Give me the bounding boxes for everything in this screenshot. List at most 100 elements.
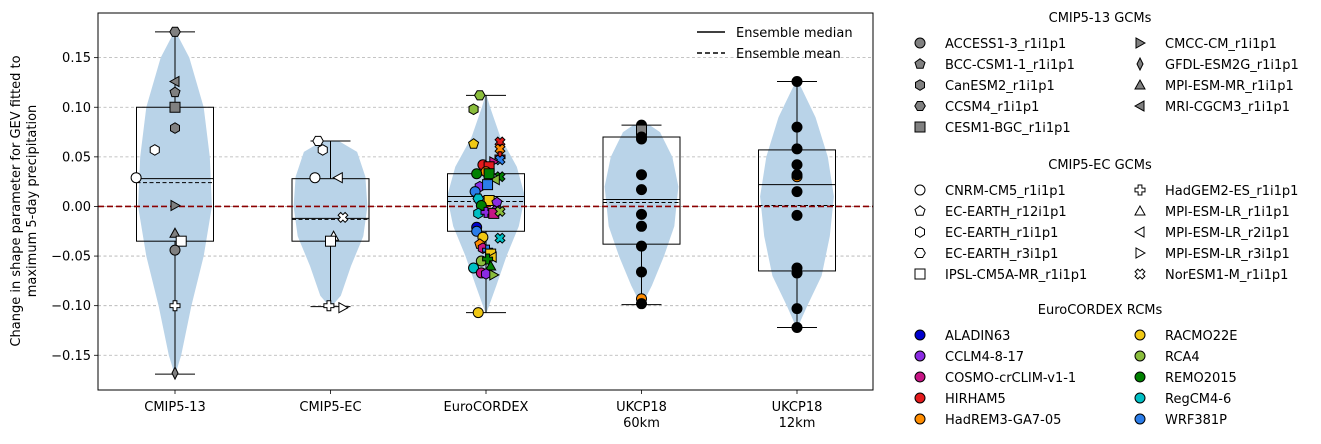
- line-legend-label: Ensemble mean: [736, 47, 841, 62]
- data-point: [325, 235, 336, 247]
- legend-label: CCLM4-8-17: [945, 350, 1024, 365]
- legend-marker: [914, 58, 926, 69]
- legend-marker: [914, 371, 926, 383]
- legend-label: CMCC-CM_r1i1p1: [1165, 37, 1277, 52]
- legend-group-title: CMIP5-EC GCMs: [1048, 158, 1152, 173]
- data-point: [168, 75, 180, 88]
- legend-marker: [1134, 204, 1146, 216]
- legend-label: MPI-ESM-MR_r1i1p1: [1165, 79, 1294, 94]
- legend-label: ACCESS1-3_r1i1p1: [945, 37, 1066, 52]
- legend-label: NorESM1-M_r1i1p1: [1165, 268, 1288, 283]
- data-point: [169, 227, 181, 238]
- x-axis: CMIP5-13 CMIP5-EC EuroCORDEX UKCP1860kmUKCP…: [144, 390, 822, 431]
- legend-marker: [1134, 78, 1146, 90]
- legend-marker: [914, 205, 926, 216]
- marker-legend: CMIP5-13 GCMs ACCESS1-3_r1i1p1 BCC-CSM1-1_…: [914, 11, 1299, 428]
- x-tick-label: CMIP5-13: [144, 400, 205, 415]
- data-point: [489, 173, 500, 186]
- data-point: [169, 101, 181, 113]
- data-point: [636, 266, 647, 278]
- legend-label: GFDL-ESM2G_r1i1p1: [1165, 58, 1299, 73]
- legend-label: EC-EARTH_r3i1p1: [945, 247, 1058, 262]
- data-point: [494, 232, 506, 244]
- data-point: [636, 208, 647, 220]
- data-point: [489, 269, 500, 281]
- data-point: [472, 307, 484, 319]
- legend-label: RCA4: [1165, 350, 1200, 365]
- data-point: [312, 135, 324, 146]
- data-point: [791, 267, 803, 279]
- y-tick-label: −0.15: [51, 349, 91, 364]
- legend-marker: [1134, 371, 1146, 383]
- legend-label: RegCM4-6: [1165, 392, 1231, 407]
- y-axis-label-line: Change in shape parameter for GEV fitted…: [9, 55, 24, 346]
- x-tick-label: 12km: [779, 416, 816, 431]
- legend-marker: [1135, 37, 1147, 49]
- violins: [138, 31, 834, 375]
- legend-label: EC-EARTH_r12i1p1: [945, 205, 1067, 220]
- data-point: [791, 75, 803, 87]
- legend-marker: [1134, 392, 1146, 404]
- x-tick-label: 60km: [623, 416, 660, 431]
- legend-marker: [914, 37, 926, 49]
- legend-marker: [1135, 247, 1147, 259]
- legend-label: EC-EARTH_r1i1p1: [945, 226, 1058, 241]
- data-point: [791, 186, 803, 198]
- violin: [293, 141, 368, 307]
- line-legend-label: Ensemble median: [736, 26, 853, 41]
- y-axis-label-line: maximum 5-day precipitation: [25, 105, 40, 298]
- legend-marker: [1136, 56, 1144, 72]
- legend-marker: [914, 350, 926, 362]
- data-point: [494, 205, 506, 218]
- legend-label: MRI-CGCM3_r1i1p1: [1165, 100, 1290, 115]
- legend-label: COSMO-crCLIM-v1-1: [945, 371, 1076, 386]
- legend-marker: [914, 392, 926, 404]
- legend-label: BCC-CSM1-1_r1i1p1: [945, 58, 1075, 73]
- y-tick-label: −0.05: [51, 250, 91, 265]
- legend-marker: [914, 413, 926, 425]
- y-tick-label: 0.15: [62, 51, 91, 66]
- legend-label: MPI-ESM-LR_r2i1p1: [1165, 226, 1290, 241]
- data-point: [169, 86, 181, 98]
- legend-group-title: CMIP5-13 GCMs: [1049, 11, 1152, 26]
- legend-label: MPI-ESM-LR_r1i1p1: [1165, 205, 1290, 220]
- data-point: [483, 168, 495, 180]
- data-point: [791, 159, 803, 171]
- x-tick-label: UKCP18: [616, 400, 667, 415]
- data-point: [170, 199, 182, 212]
- legend-label: CESM1-BGC_r1i1p1: [945, 121, 1071, 136]
- legend-marker: [915, 226, 925, 238]
- y-tick-label: −0.10: [51, 299, 91, 314]
- legend-marker: [1134, 413, 1146, 425]
- y-tick-label: 0.00: [62, 200, 91, 215]
- data-point: [149, 144, 160, 156]
- data-point: [169, 244, 181, 256]
- data-point: [636, 220, 647, 232]
- legend-label: MPI-ESM-LR_r3i1p1: [1165, 247, 1290, 262]
- data-point: [468, 103, 479, 116]
- data-point: [170, 122, 180, 134]
- legend-marker: [914, 101, 926, 111]
- legend-marker: [914, 184, 926, 196]
- data-point: [636, 184, 647, 196]
- data-point: [338, 301, 349, 314]
- data-point: [468, 262, 480, 274]
- legend-marker: [1133, 100, 1145, 112]
- data-point: [791, 121, 803, 133]
- legend-label: CanESM2_r1i1p1: [945, 79, 1055, 94]
- legend-label: CNRM-CM5_r1i1p1: [945, 184, 1066, 199]
- legend-label: HIRHAM5: [945, 392, 1006, 407]
- x-tick-label: UKCP18: [772, 400, 823, 415]
- data-point: [636, 298, 647, 310]
- data-point: [337, 211, 349, 224]
- y-axis-label: Change in shape parameter for GEV fitted…: [9, 55, 40, 346]
- data-point: [169, 300, 181, 312]
- legend-marker: [1133, 226, 1145, 238]
- data-point: [323, 300, 335, 312]
- data-point: [468, 138, 480, 149]
- data-point: [636, 169, 647, 181]
- data-point: [791, 321, 803, 333]
- plot-frame: [97, 12, 874, 391]
- legend-marker: [1134, 268, 1146, 280]
